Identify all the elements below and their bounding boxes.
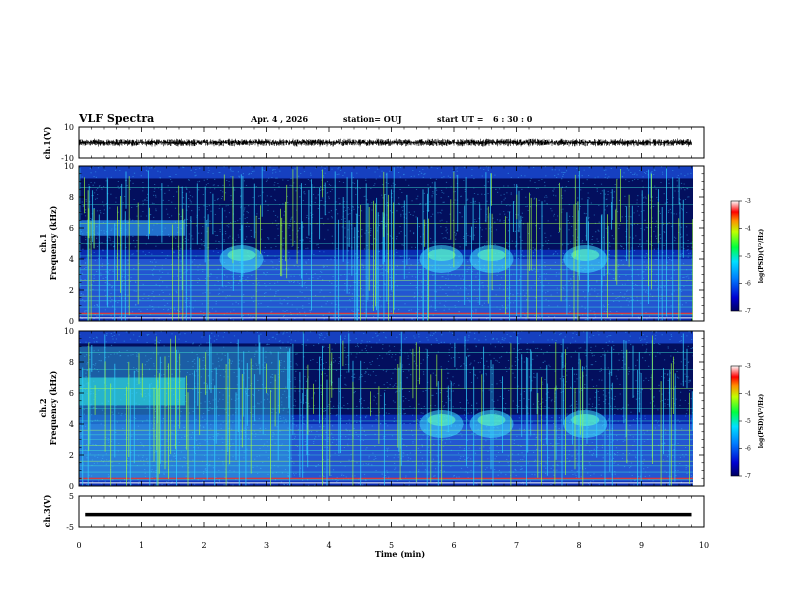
x-tick-label: 3 [264,541,269,550]
spectrogram-sferics [82,331,693,486]
ch2-spectrogram-ylabel-channel: ch.2 [38,398,48,417]
start-ut-label: start UT = [437,114,484,124]
ch1-waveform-ytick-top: 10 [64,123,74,132]
ch2-spectrogram-panel [79,331,693,486]
x-tick-label: 4 [326,541,331,550]
spectrogram-sferics-bright [84,166,693,321]
ch1-colorbar [730,200,740,312]
spectrogram-top-band [79,166,693,179]
x-axis-minor-ticks [91,127,692,527]
ch2-spectrogram-ytick-label: 10 [64,327,74,336]
ch2-spectrogram-yticks: 0 2 4 6 8 10 [64,327,704,491]
x-tick-label: 7 [514,541,519,550]
ch2-colorbar-tick-label: -3 [745,363,751,370]
ch2-colorbar [730,365,740,477]
ch1-colorbar-label: log(PSD)(V²/Hz) [758,229,765,284]
ch1-colorbar-tick-label: -5 [745,253,751,260]
ch2-colorbar-tick-label: -7 [745,473,751,480]
ch2-spectrogram-ytick-label: 2 [69,451,74,460]
ch2-colorbar-ticks: -3 -4 -5 -6 -7 [739,363,751,480]
x-tick-label: 9 [639,541,644,550]
x-tick-label: 10 [699,541,709,550]
station-label: station= OUJ [343,114,402,124]
ch1-spectrogram-ytick-label: 2 [69,286,74,295]
ch1-spectrogram-ylabel-channel: ch.1 [38,233,48,252]
spectrogram-emission-core [477,249,506,261]
ch3-waveform-ylabel: ch.3(V) [42,494,52,527]
ch2-colorbar-label: log(PSD)(V²/Hz) [758,394,765,449]
spectrogram-dark-band [79,178,693,250]
x-tick-label: 6 [451,541,456,550]
x-axis-ticks: 0 1 2 3 4 5 6 7 8 9 10 [76,127,709,550]
spectrogram-early-band [79,220,186,236]
ch1-spectrogram-ytick-label: 0 [69,317,74,326]
ch1-colorbar-ticks: -3 -4 -5 -6 -7 [739,198,751,315]
ch1-colorbar-tick-label: -6 [745,281,751,288]
spectrogram-sferics [79,166,684,321]
start-time-label: 6 : 30 : 0 [493,114,533,124]
figure-title: VLF Spectra [78,112,154,125]
x-tick-label: 8 [576,541,581,550]
ch1-spectrogram-ytick-label: 4 [69,255,74,264]
spectrogram-emission-core [571,414,600,426]
date-label: Apr. 4 , 2026 [250,114,308,124]
ch2-spectrogram-ylabel-freq: Frequency (kHz) [48,370,58,445]
ch1-spectrogram-ytick-label: 8 [69,193,74,202]
ch3-waveform-ytick-top: 5 [69,492,74,501]
spectrogram-emission-core [427,249,456,261]
ch2-colorbar-tick-label: -5 [745,418,751,425]
ch1-colorbar-tick-label: -4 [745,226,751,233]
ch1-spectrogram-yticks: 0 2 4 6 8 10 [64,162,704,326]
ch2-spectrogram-ytick-label: 0 [69,482,74,491]
ch2-spectrogram-ytick-label: 6 [69,389,74,398]
x-tick-label: 2 [201,541,206,550]
x-tick-label: 0 [76,541,81,550]
ch2-spectrogram-ytick-label: 8 [69,358,74,367]
ch1-colorbar-tick-label: -7 [745,308,751,315]
ch2-colorbar-tick-label: -6 [745,446,751,453]
x-axis-label: Time (min) [375,549,425,559]
ch2-spectrogram-ytick-label: 4 [69,420,74,429]
ch1-spectrogram-ytick-label: 10 [64,162,74,171]
x-tick-label: 1 [139,541,144,550]
ch1-spectrogram-ylabel-freq: Frequency (kHz) [48,205,58,280]
ch3-waveform-ytick-bottom: -5 [66,523,74,532]
x-tick-label: 5 [389,541,394,550]
spectrogram-emission-core [477,414,506,426]
ch1-spectrogram-panel [79,166,693,321]
ch1-colorbar-tick-label: -3 [745,198,751,205]
ch1-waveform-ytick-bottom: -10 [61,154,74,163]
ch1-waveform-panel [78,126,692,159]
ch1-spectrogram-ytick-label: 6 [69,224,74,233]
ch1-waveform-trace [78,138,692,147]
ch2-colorbar-tick-label: -4 [745,391,751,398]
ch1-waveform-ylabel: ch.1(V) [42,126,52,159]
spectrogram-sferics-bright [88,335,690,486]
